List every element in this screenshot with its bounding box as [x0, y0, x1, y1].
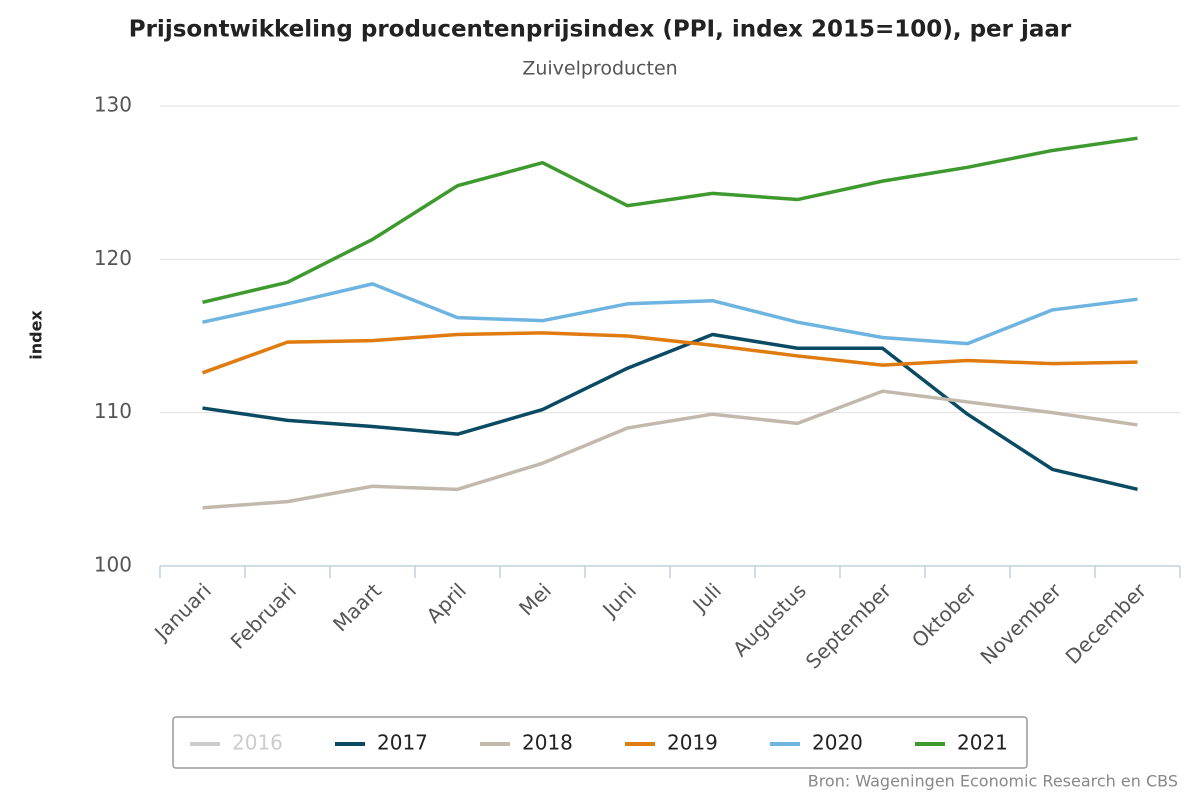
- x-tick-label: December: [1061, 578, 1152, 669]
- x-tick-label: April: [422, 578, 471, 627]
- x-tick-label: Augustus: [728, 578, 811, 661]
- y-tick-label: 130: [94, 93, 132, 117]
- chart-title: Prijsontwikkeling producentenprijsindex …: [129, 17, 1072, 43]
- legend-label[interactable]: 2016: [232, 731, 283, 755]
- legend-label[interactable]: 2018: [522, 731, 573, 755]
- source: Bron: Wageningen Economic Research en CB…: [808, 772, 1178, 791]
- x-tick-label: Juni: [597, 578, 641, 622]
- legend-box: [172, 716, 1028, 769]
- x-tick-label: Oktober: [907, 578, 982, 653]
- x-tick-label: Januari: [148, 578, 216, 646]
- legend-label[interactable]: 2017: [377, 731, 428, 755]
- series-line: [202, 389, 1138, 510]
- x-tick-label: Juli: [687, 578, 726, 617]
- y-tick-label: 100: [94, 553, 132, 577]
- legend-label[interactable]: 2021: [957, 731, 1008, 755]
- y-tick-label: 110: [94, 399, 132, 423]
- legend-label[interactable]: 2019: [667, 731, 718, 755]
- legend-label[interactable]: 2020: [812, 731, 863, 755]
- x-tick-label: Maart: [328, 578, 386, 636]
- x-tick-label: Mei: [514, 578, 556, 620]
- x-tick-label: November: [975, 578, 1066, 669]
- x-tick-label: September: [801, 578, 897, 674]
- y-axis-label: index: [27, 310, 46, 360]
- series-line: [202, 136, 1138, 304]
- series-line: [201, 331, 1138, 375]
- chart-subtitle: Zuivelproducten: [522, 58, 677, 80]
- x-tick-label: Februari: [226, 578, 301, 653]
- series-line: [202, 332, 1138, 492]
- series-line: [202, 282, 1138, 346]
- y-tick-label: 120: [94, 246, 132, 270]
